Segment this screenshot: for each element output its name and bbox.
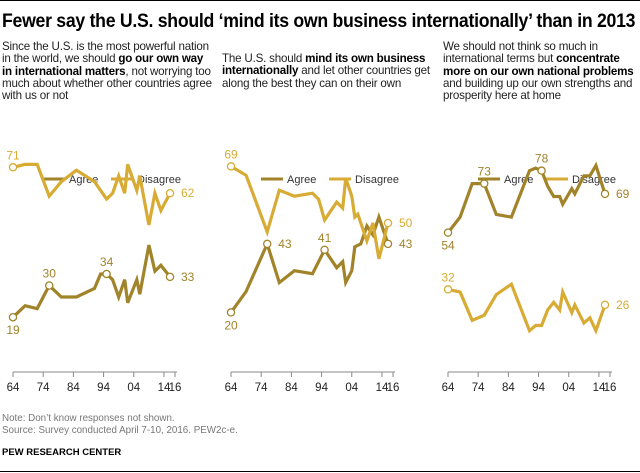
x-tick-label: 84 (502, 382, 515, 394)
series-line-disagree (230, 165, 390, 260)
data-point-marker (479, 179, 489, 188)
question-text: Since the U.S. is the most powerful nati… (2, 40, 209, 66)
x-tick-label: 74 (37, 382, 50, 394)
data-point-marker (165, 188, 175, 198)
legend-label-agree: Agree (287, 174, 316, 186)
data-point-marker (383, 218, 393, 228)
data-point-marker (443, 285, 453, 294)
x-tick-label: 16 (387, 382, 400, 394)
data-label: 34 (100, 255, 114, 269)
data-point-marker (8, 312, 18, 322)
top-rule (0, 0, 640, 1)
question-bold: go our own way in international matters (2, 52, 204, 78)
data-point-marker (262, 239, 272, 249)
series-line-disagree (12, 162, 172, 226)
data-label: 73 (478, 165, 492, 179)
data-label: 33 (181, 270, 195, 284)
x-tick-label: 64 (7, 382, 20, 394)
chart-title: Fewer say the U.S. should ‘mind its own … (2, 11, 636, 32)
x-tick-label: 04 (345, 382, 358, 394)
question-text: , not worrying too much about whether ot… (2, 64, 212, 103)
question-text: The U.S. should (222, 52, 306, 65)
data-point-marker (537, 166, 546, 175)
data-point-marker (600, 189, 610, 199)
legend-label-agree: Agree (69, 174, 98, 186)
data-point-marker (165, 272, 175, 282)
data-point-marker (102, 269, 111, 279)
series-line-agree (11, 244, 172, 319)
series-line-agree (229, 211, 390, 314)
x-tick-label: 84 (285, 382, 298, 394)
data-label: 69 (224, 147, 238, 161)
question-bold: mind its own business internationally (222, 52, 426, 78)
data-point-marker (320, 245, 329, 255)
x-tick-label: 74 (255, 382, 268, 394)
x-tick-label: 64 (225, 382, 238, 394)
data-label: 43 (399, 237, 413, 251)
data-label: 20 (224, 318, 238, 332)
x-tick-label: 16 (169, 382, 182, 394)
note-text: Note: Don’t know responses not shown. (2, 413, 175, 424)
legend-label-disagree: Disagree (355, 174, 399, 186)
question-text: We should not think so much in internati… (443, 40, 598, 66)
data-label: 30 (43, 267, 57, 281)
series-line-disagree (447, 281, 607, 335)
data-label: 43 (278, 237, 292, 251)
x-tick-label: 04 (127, 382, 140, 394)
data-label: 69 (616, 187, 630, 201)
data-label: 32 (441, 270, 455, 284)
question-bold: concentrate more on our own national pro… (443, 52, 634, 78)
data-point-marker (443, 228, 453, 237)
data-label: 41 (318, 231, 332, 245)
x-tick-label: 84 (67, 382, 80, 394)
x-tick-label: 04 (562, 382, 575, 394)
x-tick-label: 14 (158, 382, 171, 394)
data-point-marker (44, 281, 54, 290)
question-1: Since the U.S. is the most powerful nati… (2, 40, 212, 103)
bottom-rule (0, 471, 640, 472)
x-tick-label: 14 (376, 382, 389, 394)
data-label: 78 (535, 152, 549, 166)
data-point-marker (226, 162, 236, 171)
question-text: and let other countries get along the be… (222, 64, 430, 90)
x-tick-label: 16 (604, 382, 617, 394)
data-point-marker (383, 239, 393, 249)
x-tick-label: 94 (315, 382, 328, 394)
data-label: 19 (6, 323, 20, 337)
legend-label-disagree: Disagree (137, 174, 181, 186)
data-label: 62 (181, 186, 195, 200)
data-point-marker (226, 308, 236, 317)
question-3: We should not think so much in internati… (443, 40, 640, 103)
x-tick-label: 74 (472, 382, 485, 394)
x-tick-label: 94 (97, 382, 110, 394)
data-label: 71 (6, 148, 20, 162)
footnote: Note: Don’t know responses not shown. Sou… (2, 413, 238, 437)
x-tick-label: 14 (593, 382, 606, 394)
x-tick-label: 94 (532, 382, 545, 394)
question-text: and building up our own strengths and pr… (443, 76, 633, 103)
data-label: 26 (616, 298, 630, 312)
question-2: The U.S. should mind its own business in… (222, 52, 432, 90)
brand-logo-text: PEW RESEARCH CENTER (2, 447, 122, 458)
x-tick-label: 64 (442, 382, 455, 394)
data-label: 54 (441, 239, 455, 253)
data-point-marker (600, 300, 610, 310)
source-text: Source: Survey conducted April 7-10, 201… (2, 425, 238, 436)
data-label: 50 (399, 216, 413, 230)
data-point-marker (8, 163, 18, 172)
